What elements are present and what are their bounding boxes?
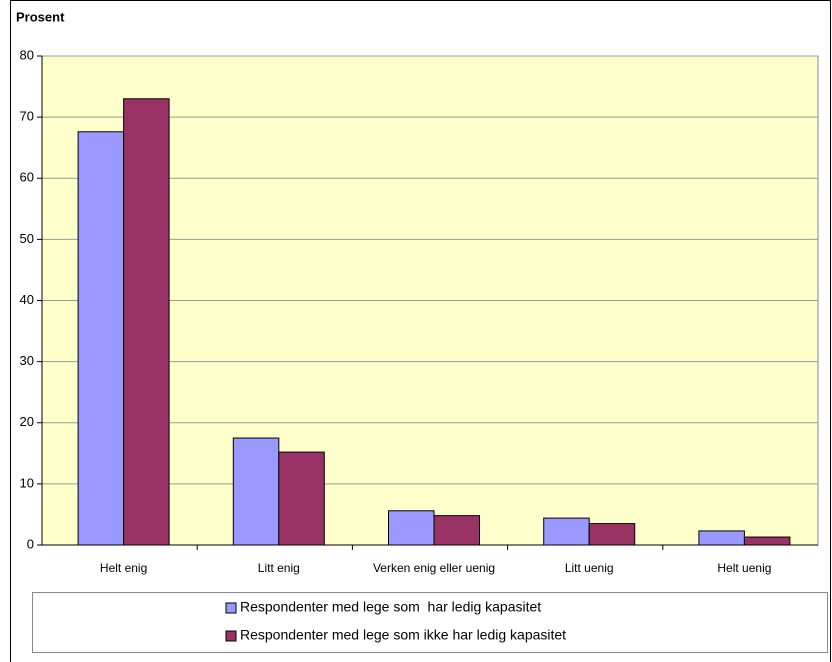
bar bbox=[232, 437, 280, 546]
y-tick-label: 60 bbox=[20, 170, 34, 185]
y-tick-label: 50 bbox=[20, 231, 34, 246]
x-tick-label: Helt uenig bbox=[717, 561, 771, 575]
bar bbox=[698, 530, 745, 546]
y-tick-label: 70 bbox=[20, 109, 34, 124]
bar bbox=[588, 523, 636, 546]
x-tick-label: Verken enig eller uenig bbox=[373, 561, 495, 575]
y-tick-label: 10 bbox=[20, 475, 34, 490]
bar bbox=[123, 98, 170, 546]
x-tick-label: Litt uenig bbox=[565, 561, 614, 575]
legend-label: Respondenter med lege som har ledig kapa… bbox=[240, 599, 541, 615]
bar bbox=[433, 515, 480, 546]
y-tick-label: 0 bbox=[27, 536, 34, 551]
x-tick-label: Helt enig bbox=[100, 561, 147, 575]
bar bbox=[77, 131, 125, 546]
bar bbox=[388, 510, 435, 546]
y-tick-label: 20 bbox=[20, 414, 34, 429]
y-tick-label: 80 bbox=[20, 47, 34, 62]
legend-label: Respondenter med lege som ikke har ledig… bbox=[240, 627, 566, 643]
bar bbox=[278, 451, 325, 546]
x-tick-label: Litt enig bbox=[258, 561, 300, 575]
y-axis-label: Prosent bbox=[16, 9, 65, 24]
y-tick-label: 40 bbox=[20, 292, 34, 307]
bar bbox=[543, 517, 590, 546]
legend-swatch bbox=[225, 630, 237, 642]
legend-box bbox=[32, 592, 828, 653]
legend-swatch bbox=[225, 602, 237, 614]
y-tick-label: 30 bbox=[20, 353, 34, 368]
bar bbox=[743, 536, 791, 546]
